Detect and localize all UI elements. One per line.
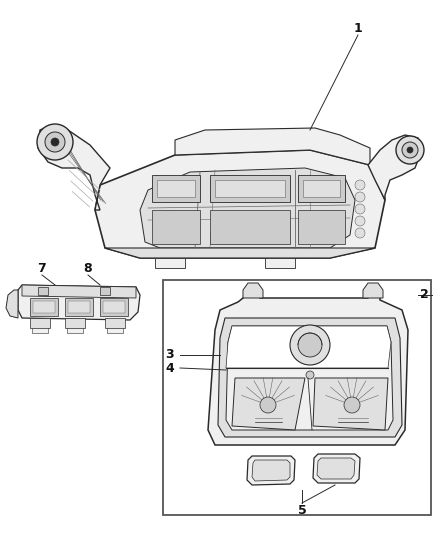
Polygon shape xyxy=(100,298,128,316)
Polygon shape xyxy=(6,290,18,318)
Polygon shape xyxy=(103,301,125,313)
Text: 5: 5 xyxy=(298,504,306,516)
Polygon shape xyxy=(218,318,402,437)
Polygon shape xyxy=(157,180,195,197)
Polygon shape xyxy=(215,180,285,197)
Polygon shape xyxy=(243,283,263,298)
Bar xyxy=(30,318,50,328)
Polygon shape xyxy=(368,135,420,200)
Polygon shape xyxy=(317,458,355,479)
Circle shape xyxy=(306,371,314,379)
Circle shape xyxy=(402,142,418,158)
Polygon shape xyxy=(252,460,290,481)
Circle shape xyxy=(355,204,365,214)
Circle shape xyxy=(37,124,73,160)
Polygon shape xyxy=(210,175,290,202)
Bar xyxy=(100,287,110,295)
Circle shape xyxy=(396,136,424,164)
Polygon shape xyxy=(303,180,340,197)
Circle shape xyxy=(355,228,365,238)
Circle shape xyxy=(298,333,322,357)
Polygon shape xyxy=(22,285,136,298)
Circle shape xyxy=(290,325,330,365)
Polygon shape xyxy=(33,301,55,313)
Polygon shape xyxy=(226,326,393,430)
Circle shape xyxy=(407,147,413,153)
Circle shape xyxy=(355,216,365,226)
Bar xyxy=(105,318,125,328)
Circle shape xyxy=(344,397,360,413)
Text: 2: 2 xyxy=(420,288,428,302)
Text: 8: 8 xyxy=(84,262,92,274)
Polygon shape xyxy=(152,210,200,244)
Polygon shape xyxy=(265,258,295,268)
Text: 4: 4 xyxy=(166,361,174,375)
Text: 3: 3 xyxy=(166,349,174,361)
Polygon shape xyxy=(68,301,90,313)
Circle shape xyxy=(45,132,65,152)
Polygon shape xyxy=(247,456,295,485)
Polygon shape xyxy=(298,175,345,202)
Polygon shape xyxy=(95,150,385,258)
Bar xyxy=(107,328,123,333)
Polygon shape xyxy=(298,210,345,244)
Polygon shape xyxy=(30,298,58,316)
Polygon shape xyxy=(152,175,200,202)
Polygon shape xyxy=(313,378,388,430)
Polygon shape xyxy=(175,128,370,165)
Polygon shape xyxy=(232,378,305,430)
Polygon shape xyxy=(208,290,408,445)
Bar xyxy=(163,280,431,515)
Polygon shape xyxy=(140,168,355,248)
Circle shape xyxy=(260,397,276,413)
Circle shape xyxy=(51,138,59,146)
Polygon shape xyxy=(155,258,185,268)
Polygon shape xyxy=(313,454,360,483)
Text: 7: 7 xyxy=(38,262,46,274)
Polygon shape xyxy=(38,125,110,210)
Polygon shape xyxy=(226,326,391,368)
Polygon shape xyxy=(363,283,383,298)
Bar xyxy=(65,318,85,328)
Circle shape xyxy=(355,180,365,190)
Polygon shape xyxy=(65,298,93,316)
Polygon shape xyxy=(210,210,290,244)
Text: 1: 1 xyxy=(353,21,362,35)
Bar xyxy=(32,328,48,333)
Polygon shape xyxy=(105,248,375,258)
Bar xyxy=(67,328,83,333)
Circle shape xyxy=(355,192,365,202)
Polygon shape xyxy=(18,285,140,320)
Bar xyxy=(38,287,48,295)
